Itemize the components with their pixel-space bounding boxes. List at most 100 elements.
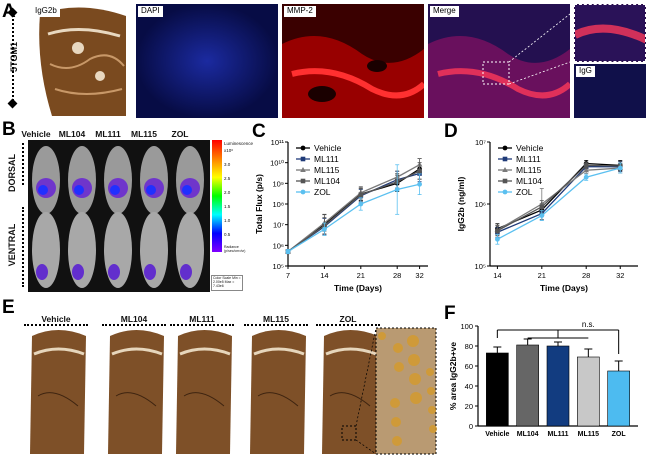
y-tick-label: 10⁶: [475, 200, 486, 209]
y-tick-label: 100: [460, 322, 473, 331]
y-tick-label: 10⁶: [273, 241, 284, 250]
x-axis-label: Time (Days): [334, 283, 382, 293]
legend-label: ZOL: [314, 187, 331, 197]
panel-e-group-label: Vehicle: [41, 314, 71, 324]
panel-b-group-label: ML111: [95, 129, 121, 139]
bone-section: [108, 330, 164, 454]
panel-b-dotted-dorsal: [22, 143, 24, 185]
signal-ventral: [108, 264, 120, 280]
panel-b-scale-unit: Radiance (p/sec/cm²/sr): [224, 245, 246, 253]
x-tick-label: ML115: [578, 431, 600, 438]
legend-marker: [300, 145, 306, 151]
x-tick-label: 21: [538, 271, 546, 280]
growth-plate: [179, 347, 231, 356]
x-axis-label: Time (Days): [540, 283, 588, 293]
bar: [607, 370, 630, 427]
tile-merge-label: Merge: [430, 6, 459, 17]
legend-label: ML111: [516, 154, 541, 164]
bone-crack: [183, 392, 225, 407]
tile-dapi-label: DAPI: [138, 6, 163, 17]
signal-dorsal-core: [146, 185, 156, 195]
legend-label: ML111: [314, 154, 339, 164]
panel-d-label: D: [444, 121, 458, 142]
panel-e-group-dotted-line: [244, 324, 308, 326]
y-tick-label: 80: [465, 342, 473, 351]
panel-e-group-label: ML115: [263, 314, 289, 324]
signal-ventral: [144, 264, 156, 280]
data-point: [583, 167, 589, 173]
panel-b-group-label: ZOL: [171, 129, 189, 139]
panel-b-scale-tick: x10⁶: [224, 148, 234, 153]
tile-dapi: DAPI: [136, 4, 278, 118]
panel-b-view-ventral: VENTRAL: [7, 223, 17, 267]
y-tick-label: 10⁷: [273, 221, 284, 230]
inset-stain: [428, 406, 436, 414]
legend-marker: [502, 167, 508, 172]
tile-merge-inset: [574, 4, 646, 62]
panel-b-colorscale: [212, 140, 222, 252]
panel-e-group-label: ZOL: [339, 314, 357, 324]
inset-stain: [392, 436, 402, 446]
y-tick-label: 20: [465, 402, 473, 411]
tile-mmp2: MMP-2: [282, 4, 424, 118]
panel-b-view-dorsal: DORSAL: [7, 154, 17, 192]
legend-label: ML115: [314, 165, 340, 175]
y-tick-label: 10⁵: [273, 262, 284, 271]
signal-ventral: [36, 264, 48, 280]
legend-marker: [300, 156, 306, 162]
legend-label: Vehicle: [314, 143, 342, 153]
panel-b-group-label: ML104: [58, 129, 86, 139]
tile-igg2b: IgG2b: [30, 4, 130, 118]
panel-a-row-label: 5TGM1: [9, 42, 19, 73]
inset-stain: [429, 425, 437, 433]
data-point: [539, 204, 545, 210]
tile-merge: Merge: [428, 4, 570, 118]
bone-crack: [115, 392, 157, 407]
panel-a-dotted-line: [12, 12, 14, 104]
y-axis-label: % area IgG2b+ve: [448, 342, 458, 411]
growth-plate: [325, 347, 377, 356]
x-tick-label: 14: [493, 271, 501, 280]
tile-igg2b-label: IgG2b: [32, 6, 60, 17]
data-point: [394, 187, 400, 192]
series-line: [497, 167, 621, 240]
legend-marker: [502, 156, 508, 162]
signal-dorsal-core: [110, 185, 120, 195]
panel-e-label: E: [2, 297, 15, 318]
data-point: [358, 192, 364, 198]
tile-igg-label: IgG: [576, 66, 595, 77]
tile-mmp2-label: MMP-2: [284, 6, 316, 17]
chart-d: 10⁵ 10⁶ 10⁷ 14 21 28 32 Time (Days) IgG2b (ng/ml…: [456, 138, 638, 293]
x-tick-label: ML104: [517, 431, 539, 438]
bone-section: [322, 330, 378, 454]
diamond-bottom: [7, 98, 18, 109]
legend-marker: [502, 189, 508, 195]
data-point: [617, 165, 623, 171]
x-tick-label: 14: [320, 271, 328, 280]
x-tick-label: 32: [616, 271, 624, 280]
signal-ventral: [180, 264, 192, 280]
significance-label: n.s.: [582, 320, 595, 329]
signal-ventral: [72, 264, 84, 280]
series-line: [497, 166, 621, 233]
inset-stain: [378, 332, 386, 340]
data-point: [583, 163, 589, 168]
x-tick-label: 32: [415, 271, 423, 280]
panel-e-bones: [30, 327, 437, 455]
data-point: [495, 228, 500, 234]
data-point: [285, 249, 291, 254]
x-tick-label: 28: [582, 271, 590, 280]
signal-dorsal-core: [182, 185, 192, 195]
bar: [486, 352, 509, 427]
legend-marker: [300, 178, 306, 184]
legend-label: ML115: [516, 165, 542, 175]
inset-stain: [407, 335, 419, 347]
growth-plate: [111, 347, 163, 356]
bone-crack: [257, 392, 299, 407]
zoom-box: [341, 425, 357, 441]
panel-b-scale-tick: 1.0: [224, 218, 231, 223]
y-axis-label: Total Flux (p/s): [254, 174, 264, 234]
panel-b-scale-tick: 1.5: [224, 204, 231, 209]
bone-section: [176, 330, 232, 454]
y-tick-label: 10⁸: [272, 200, 284, 209]
